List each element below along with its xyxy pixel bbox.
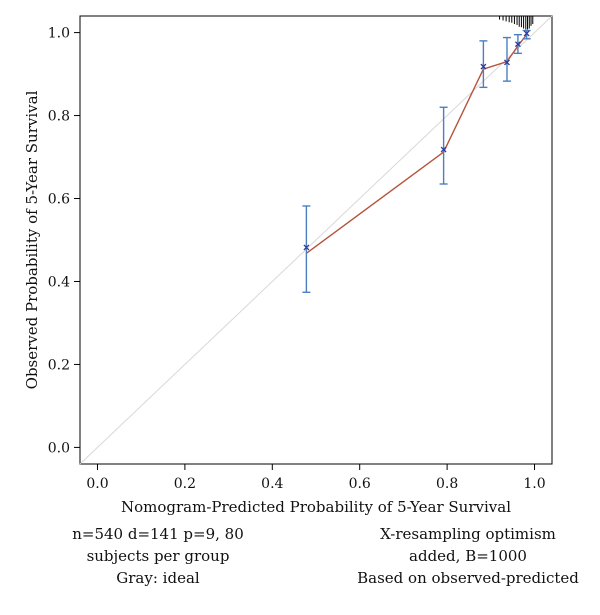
rug-layer [499, 16, 534, 30]
error-bar-layer [302, 29, 531, 293]
observed-point [504, 59, 510, 66]
y-tick-label: 0.6 [48, 192, 70, 208]
observed-point-layer [303, 30, 530, 251]
error-bar [439, 106, 448, 185]
observed-point [440, 146, 447, 153]
x-tick-label: 1.0 [523, 476, 545, 492]
x-tick-label: 0.6 [349, 476, 371, 492]
x-axis-label: Nomogram-Predicted Probability of 5-Year… [121, 498, 511, 516]
observed-point [480, 63, 487, 70]
note-right-line-2: added, B=1000 [409, 547, 527, 565]
calibration-line-layer [305, 34, 528, 254]
x-axis-ticks: 0.0 0.2 0.4 0.6 0.8 1.0 [86, 464, 546, 492]
y-tick-label: 0.2 [48, 357, 70, 373]
y-tick-label: 1.0 [48, 26, 70, 42]
y-axis-label: Observed Probability of 5-Year Survival [23, 90, 41, 389]
x-tick-label: 0.2 [174, 476, 196, 492]
x-tick-label: 0.0 [86, 476, 108, 492]
observed-point [523, 30, 530, 37]
note-right-line-3: Based on observed-predicted [357, 569, 579, 587]
x-tick-label: 0.8 [436, 476, 458, 492]
ideal-diagonal-line [79, 15, 553, 465]
observed-point [303, 244, 310, 251]
y-tick-label: 0.0 [48, 440, 70, 456]
note-left-line-3: Gray: ideal [116, 569, 200, 587]
error-bar [302, 205, 311, 293]
error-bar [522, 29, 531, 40]
calibration-curve [305, 34, 528, 254]
plot-frame [79, 15, 553, 465]
error-bar [502, 36, 511, 82]
y-tick-label: 0.8 [48, 109, 70, 125]
y-tick-label: 0.4 [48, 274, 70, 290]
ideal-line-layer [79, 15, 553, 465]
error-bar [479, 40, 488, 89]
x-tick-label: 0.4 [261, 476, 283, 492]
y-axis-ticks: 0.0 0.2 0.4 0.6 0.8 1.0 [48, 26, 80, 456]
note-left-line-1: n=540 d=141 p=9, 80 [72, 525, 244, 543]
note-left-line-2: subjects per group [87, 547, 230, 565]
observed-point [514, 41, 521, 48]
note-right-line-1: X-resampling optimism [380, 525, 556, 543]
